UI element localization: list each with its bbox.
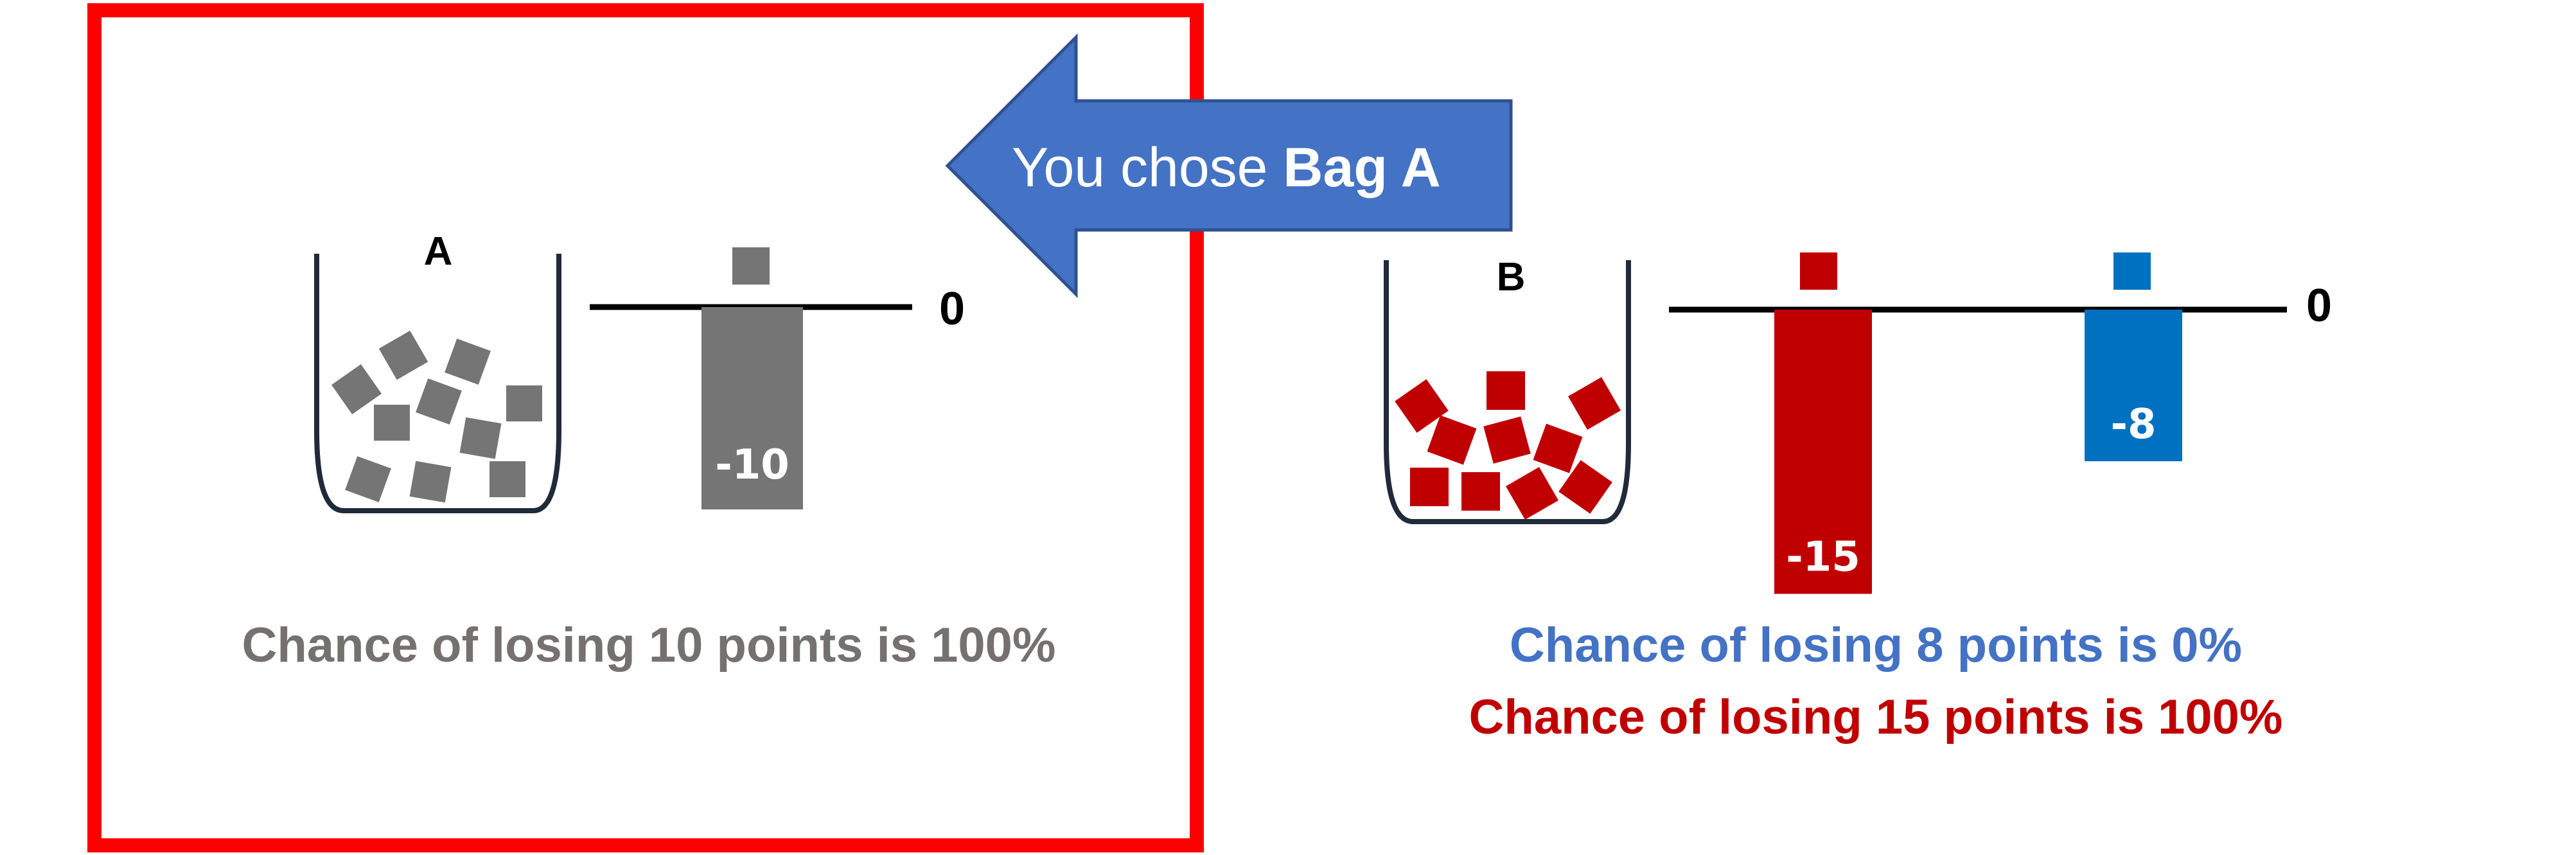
bag-b-token bbox=[1486, 371, 1525, 410]
bag-a-token bbox=[374, 405, 410, 441]
bag-a-bar-value-label: -10 bbox=[715, 441, 790, 489]
selected-bag-highlight bbox=[87, 3, 1204, 852]
bag-b-token bbox=[1427, 415, 1477, 465]
arrow-text-prefix: You chose bbox=[1012, 137, 1283, 198]
you-chose-arrow: You chose Bag A bbox=[945, 33, 1513, 299]
bag-b-zero-label: 0 bbox=[2306, 280, 2332, 331]
bag-b-tokens bbox=[1395, 371, 1621, 520]
bag-b-token bbox=[1568, 377, 1621, 430]
arrow-shape bbox=[945, 33, 1513, 299]
bag-b-token bbox=[1558, 460, 1612, 514]
arrow-text: You chose Bag A bbox=[1012, 137, 1441, 198]
bag-a-outcome-chart: 0 -10 bbox=[590, 247, 965, 509]
bag-b-blue-bar-value-label: -8 bbox=[2110, 401, 2156, 448]
bag-b-bar-red-legend-square bbox=[1800, 252, 1837, 290]
bag-a-zero-label: 0 bbox=[939, 283, 965, 335]
bag-a-token bbox=[378, 330, 428, 380]
bag-b-label: B bbox=[1497, 255, 1526, 299]
bag-a-token bbox=[445, 339, 491, 385]
bag-a-token bbox=[331, 364, 382, 414]
bag-a-token bbox=[506, 385, 542, 421]
bag-b-bar-minus-15 bbox=[1774, 310, 1872, 594]
bag-b-token bbox=[1395, 379, 1449, 433]
bag-a-token bbox=[409, 461, 452, 503]
bag-a-container bbox=[314, 254, 561, 513]
bag-b-token bbox=[1461, 472, 1500, 511]
bag-b-token bbox=[1506, 467, 1558, 520]
bag-b-bar-minus-8 bbox=[2085, 310, 2182, 461]
bag-a-token bbox=[459, 417, 502, 459]
bag-a-chance-text: Chance of losing 10 points is 100% bbox=[242, 618, 1056, 673]
arrow-text-bold: Bag A bbox=[1283, 137, 1440, 198]
bag-a-bar-legend-square bbox=[732, 247, 770, 285]
bag-a-token bbox=[416, 378, 462, 425]
bag-a-label: A bbox=[424, 229, 453, 274]
bag-a-panel[interactable]: A 0 -10 Chance of losing 10 points is 10… bbox=[242, 229, 1056, 673]
bag-a-tokens bbox=[331, 330, 542, 503]
bag-b-bar-blue-legend-square bbox=[2113, 252, 2151, 290]
bag-b-chance-text-blue: Chance of losing 8 points is 0% bbox=[1510, 618, 2242, 673]
bag-b-token bbox=[1410, 468, 1449, 506]
bag-b-red-bar-value-label: -15 bbox=[1786, 534, 1860, 581]
bag-b-token bbox=[1533, 423, 1583, 473]
bag-a-token bbox=[345, 456, 391, 502]
bag-a-bar-minus-10 bbox=[701, 307, 803, 509]
bag-b-chance-text-red: Chance of losing 15 points is 100% bbox=[1469, 690, 2283, 745]
bag-b-outcome-chart: 0 -15 -8 bbox=[1669, 252, 2332, 594]
bag-a-token bbox=[490, 461, 525, 497]
bag-b-token bbox=[1483, 416, 1531, 464]
bag-b-container bbox=[1384, 260, 1631, 524]
bag-b-panel[interactable]: B 0 -15 -8 Chance of losing 8 points i bbox=[1384, 252, 2332, 745]
